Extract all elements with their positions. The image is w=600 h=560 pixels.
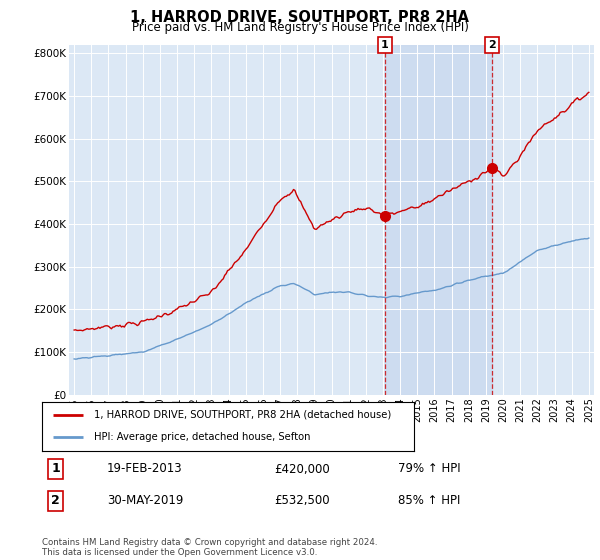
Text: 1: 1 — [51, 463, 60, 475]
Text: 79% ↑ HPI: 79% ↑ HPI — [398, 463, 461, 475]
Text: 1, HARROD DRIVE, SOUTHPORT, PR8 2HA (detached house): 1, HARROD DRIVE, SOUTHPORT, PR8 2HA (det… — [94, 410, 391, 420]
Text: 85% ↑ HPI: 85% ↑ HPI — [398, 494, 461, 507]
Text: £532,500: £532,500 — [274, 494, 330, 507]
Text: 2: 2 — [488, 40, 496, 50]
Text: HPI: Average price, detached house, Sefton: HPI: Average price, detached house, Seft… — [94, 432, 311, 442]
Text: 19-FEB-2013: 19-FEB-2013 — [107, 463, 182, 475]
Text: £420,000: £420,000 — [274, 463, 330, 475]
Text: Price paid vs. HM Land Registry's House Price Index (HPI): Price paid vs. HM Land Registry's House … — [131, 21, 469, 34]
Text: 1, HARROD DRIVE, SOUTHPORT, PR8 2HA: 1, HARROD DRIVE, SOUTHPORT, PR8 2HA — [131, 10, 470, 25]
Bar — [385, 45, 493, 395]
Text: 1: 1 — [381, 40, 389, 50]
Text: 30-MAY-2019: 30-MAY-2019 — [107, 494, 183, 507]
Text: Contains HM Land Registry data © Crown copyright and database right 2024.
This d: Contains HM Land Registry data © Crown c… — [42, 538, 377, 557]
Text: 2: 2 — [51, 494, 60, 507]
